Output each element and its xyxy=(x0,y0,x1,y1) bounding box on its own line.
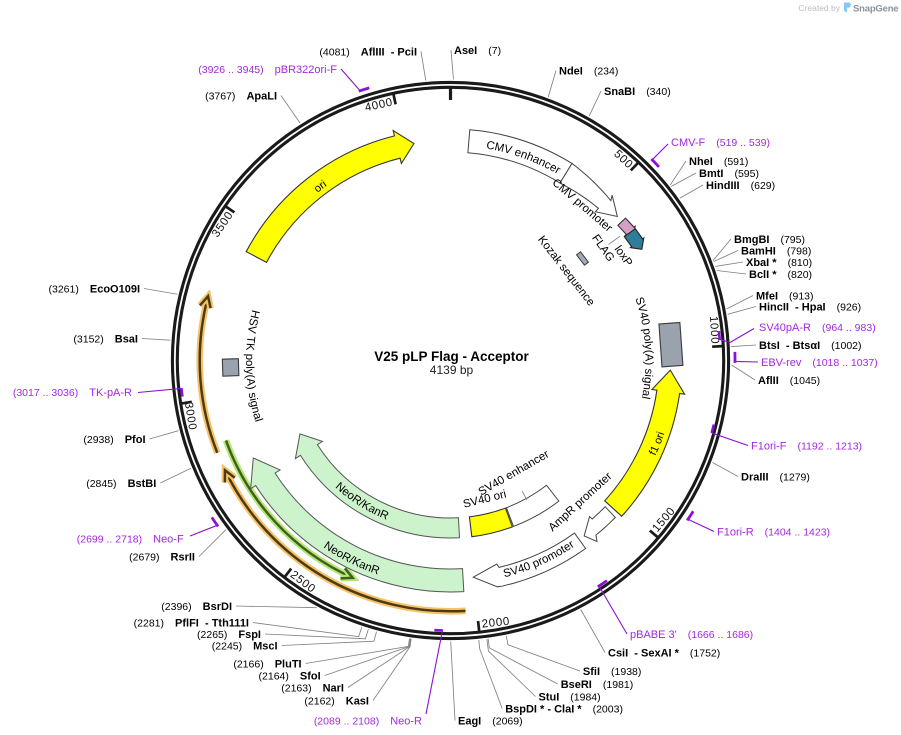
svg-text:(3926 .. 3945)pBR322ori-F: (3926 .. 3945) pBR322ori-F xyxy=(198,64,337,76)
svg-text:pBABE 3'(1666 .. 1686): pBABE 3' (1666 .. 1686) xyxy=(630,629,753,641)
svg-text:SnapGene: SnapGene xyxy=(853,4,898,15)
svg-text:(2089 .. 2108)Neo-R: (2089 .. 2108) Neo-R xyxy=(314,716,422,728)
svg-text:AflII(1045): AflII (1045) xyxy=(758,375,820,387)
svg-text:BclI *(820): BclI * (820) xyxy=(749,269,812,281)
svg-text:Created by: Created by xyxy=(798,3,840,13)
svg-text:CMV-F(519 .. 539): CMV-F (519 .. 539) xyxy=(671,137,770,149)
svg-text:3000: 3000 xyxy=(182,401,198,431)
svg-text:(3261)EcoO109I: (3261) EcoO109I xyxy=(49,284,141,296)
svg-text:(2281)PflFI - Tth111I: (2281) PflFI - Tth111I xyxy=(134,618,249,630)
svg-text:(2938)PfoI: (2938) PfoI xyxy=(83,434,145,446)
svg-text:(2679)RsrII: (2679) RsrII xyxy=(129,552,195,564)
svg-text:BspDI * - ClaI *(2003): BspDI * - ClaI * (2003) xyxy=(505,704,623,716)
svg-text:4139 bp: 4139 bp xyxy=(430,363,474,377)
svg-text:(2166)PluTI: (2166) PluTI xyxy=(233,659,301,671)
svg-text:StuI(1984): StuI (1984) xyxy=(539,692,601,704)
svg-text:F1ori-R(1404 .. 1423): F1ori-R (1404 .. 1423) xyxy=(717,527,830,539)
svg-text:(2245)MscI: (2245) MscI xyxy=(212,641,278,653)
svg-text:4000: 4000 xyxy=(364,96,394,114)
svg-text:(2162)KasI: (2162) KasI xyxy=(304,696,369,708)
svg-text:(2164)SfoI: (2164) SfoI xyxy=(259,671,321,683)
svg-text:(2699 .. 2718)Neo-F: (2699 .. 2718) Neo-F xyxy=(77,534,184,546)
svg-text:(2163)NarI: (2163) NarI xyxy=(281,683,344,695)
svg-text:(3152)BsaI: (3152) BsaI xyxy=(73,334,138,346)
svg-text:(2396)BsrDI: (2396) BsrDI xyxy=(161,601,232,613)
svg-text:(2265)FspI: (2265) FspI xyxy=(197,629,261,641)
svg-text:CsiI - SexAI *(1752): CsiI - SexAI * (1752) xyxy=(608,648,720,660)
svg-text:V25 pLP Flag - Acceptor: V25 pLP Flag - Acceptor xyxy=(374,349,529,364)
svg-text:F1ori-F(1192 .. 1213): F1ori-F (1192 .. 1213) xyxy=(751,441,862,453)
svg-text:SfiI(1938): SfiI (1938) xyxy=(583,666,641,678)
svg-text:HincII - HpaI(926): HincII - HpaI (926) xyxy=(759,302,861,314)
svg-text:(3017 .. 3036)TK-pA-R: (3017 .. 3036) TK-pA-R xyxy=(13,387,132,399)
svg-text:(2845)BstBI: (2845) BstBI xyxy=(86,478,156,490)
svg-text:(4081)AflIII - PciI: (4081) AflIII - PciI xyxy=(319,47,417,59)
svg-text:EBV-rev(1018 .. 1037): EBV-rev (1018 .. 1037) xyxy=(761,357,878,369)
svg-text:2000: 2000 xyxy=(481,616,510,631)
svg-text:BtsI - BtsαI(1002): BtsI - BtsαI (1002) xyxy=(759,340,862,352)
svg-text:(3767)ApaLI: (3767) ApaLI xyxy=(205,91,277,103)
svg-text:1000: 1000 xyxy=(707,316,720,345)
